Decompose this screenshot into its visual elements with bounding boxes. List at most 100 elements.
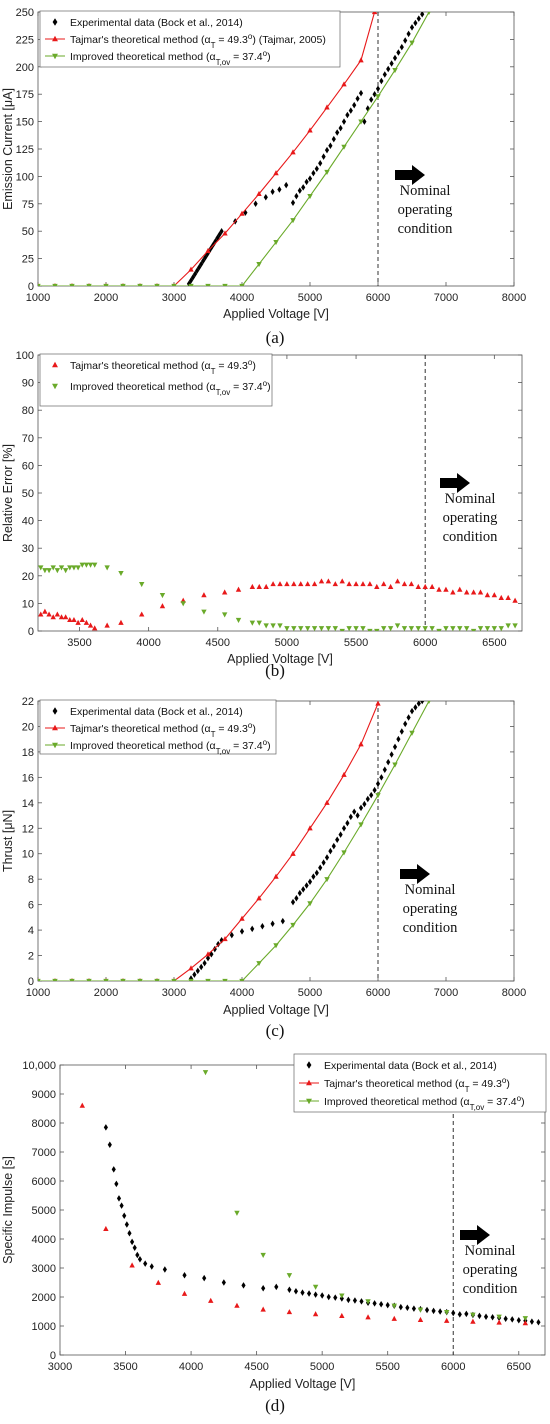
annotation-text: Nominal	[405, 882, 456, 898]
x-tick-label: 5000	[298, 292, 322, 304]
panel-d: 3000 3500 4000 4500 5000 5500 6000 6500 0 1000 200…	[1, 1053, 547, 1415]
legend-marker	[52, 742, 58, 749]
data-point	[119, 1202, 124, 1209]
x-tick-label: 4500	[244, 1361, 268, 1373]
data-point	[470, 1312, 476, 1318]
data-point	[188, 978, 194, 981]
panel-caption: (a)	[266, 328, 285, 347]
data-point	[86, 978, 92, 981]
legend-entry: Tajmar's theoretical method (αT = 49.3o)	[52, 358, 256, 376]
data-point	[253, 200, 258, 208]
data-point	[143, 1260, 148, 1267]
data-point	[536, 1318, 541, 1326]
legend-marker	[52, 383, 58, 390]
data-point	[386, 65, 391, 73]
data-point	[221, 589, 228, 595]
legend-label: Experimental data (Bock et al., 2014)	[324, 1060, 497, 1072]
data-point	[512, 597, 518, 603]
data-point	[392, 743, 398, 751]
data-point	[307, 878, 313, 885]
data-point	[396, 735, 401, 743]
data-point	[205, 978, 211, 981]
data-point	[529, 1318, 534, 1325]
data-point	[67, 616, 73, 623]
x-tick-label: 6500	[482, 637, 506, 649]
data-point	[67, 565, 73, 571]
data-point	[260, 1252, 266, 1258]
data-point	[427, 701, 431, 704]
data-point	[304, 882, 309, 889]
x-tick-label: 4000	[179, 1361, 203, 1373]
data-point	[408, 581, 415, 587]
data-point	[345, 819, 350, 827]
data-point	[483, 1313, 489, 1320]
data-point	[137, 978, 143, 981]
data-point	[203, 254, 208, 261]
data-point	[199, 963, 204, 971]
y-tick-label: 4	[28, 925, 34, 937]
y-tick-label: 175	[16, 89, 34, 101]
data-point	[256, 961, 262, 967]
data-point	[52, 283, 58, 286]
data-point	[290, 218, 296, 224]
data-point	[62, 614, 69, 620]
legend-entry: Experimental data (Bock et al., 2014)	[52, 706, 243, 718]
data-point	[219, 227, 224, 235]
data-point	[42, 608, 48, 614]
data-point	[91, 562, 98, 568]
x-tick-label: 2000	[94, 987, 118, 999]
x-tick-label: 6000	[441, 1361, 465, 1373]
legend-entry: Improved theoretical method (αT,ov = 37.…	[45, 738, 271, 756]
data-point	[394, 623, 401, 629]
x-axis-label: Applied Voltage [V]	[223, 307, 329, 321]
legend: Experimental data (Bock et al., 2014) Taj…	[39, 10, 341, 68]
y-tick-label: 0	[28, 626, 34, 638]
data-point	[406, 30, 411, 38]
data-point	[137, 283, 143, 286]
data-point	[510, 1316, 515, 1323]
y-tick-label: 75	[22, 199, 34, 211]
data-point	[307, 901, 313, 907]
data-point	[222, 978, 228, 981]
data-point	[118, 570, 124, 577]
data-point	[345, 111, 350, 119]
data-point	[379, 1301, 384, 1308]
data-point	[450, 626, 456, 631]
data-point	[171, 283, 177, 286]
data-point	[62, 568, 69, 574]
data-point	[46, 568, 52, 574]
data-point	[498, 626, 504, 631]
y-tick-label: 10,000	[22, 1060, 56, 1072]
data-point	[260, 1306, 266, 1312]
data-point	[239, 928, 245, 935]
data-point	[46, 611, 52, 617]
data-point	[346, 1296, 351, 1304]
y-tick-label: 0	[28, 976, 34, 988]
data-point	[208, 1297, 214, 1303]
x-axis-label: Applied Voltage [V]	[250, 1377, 356, 1391]
data-point	[443, 626, 449, 631]
data-point	[355, 812, 360, 819]
annotation-text: condition	[463, 1281, 519, 1297]
y-tick-label: 25	[22, 254, 34, 266]
data-point	[335, 129, 340, 136]
data-point	[451, 1309, 456, 1317]
data-point	[496, 1319, 502, 1325]
data-point	[120, 978, 126, 981]
x-tick-label: 3000	[162, 987, 186, 999]
right-arrow-icon	[395, 165, 425, 185]
legend-marker	[52, 18, 58, 26]
data-point	[297, 187, 302, 194]
data-point	[307, 825, 313, 831]
y-tick-label: 10	[22, 849, 34, 861]
data-point	[304, 178, 309, 186]
data-point	[312, 1311, 319, 1317]
right-arrow-icon	[400, 864, 430, 884]
data-point	[371, 12, 378, 15]
data-point	[420, 701, 425, 705]
data-point	[79, 616, 85, 623]
x-tick-label: 6000	[366, 292, 390, 304]
y-tick-label: 200	[16, 62, 34, 74]
data-point	[413, 704, 418, 711]
data-point	[290, 850, 296, 856]
